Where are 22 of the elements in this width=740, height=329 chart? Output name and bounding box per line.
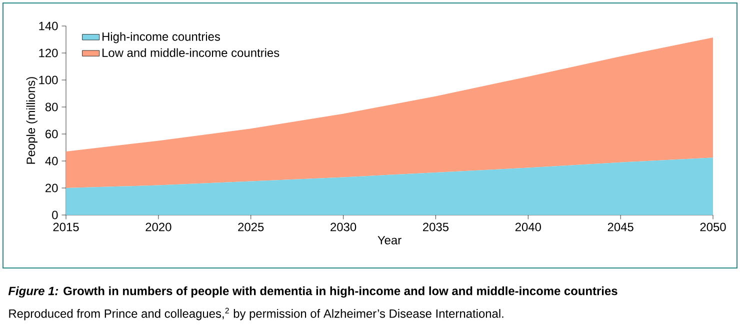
y-tick-label: 60	[46, 130, 58, 138]
x-tick-label: 2030	[330, 222, 356, 232]
y-tick-label: 40	[45, 156, 58, 166]
x-tick-label: 2050	[700, 222, 726, 232]
x-axis-title: Year	[378, 236, 402, 244]
y-axis-title: People (millions)	[26, 77, 38, 164]
y-tick-label: 0	[52, 210, 58, 220]
legend-label: High-income countries	[102, 32, 220, 44]
y-tick-label: 140	[39, 22, 58, 30]
x-tick-label: 2040	[515, 222, 541, 232]
x-tick-label: 2035	[423, 222, 449, 232]
x-tick-label: 2025	[238, 222, 264, 232]
y-tick-label: 80	[45, 102, 58, 112]
y-tick-label: 20	[46, 184, 58, 192]
text: Figure 1: Growth in numbers of people with dementia in high-income and low and middle-income countries	[8, 286, 618, 298]
x-tick-label: 2045	[608, 222, 634, 232]
text: Reproduced from Prince and colleagues,$^{2}$ by permission of Alzheimer’s Disease International.	[9, 308, 504, 320]
x-tick-label: 2015	[53, 222, 79, 232]
y-tick-label: 120	[39, 48, 58, 58]
y-tick-label: 100	[39, 76, 58, 84]
x-tick-label: 2020	[146, 222, 172, 232]
legend-label: Low and middle-income countries	[102, 48, 280, 57]
